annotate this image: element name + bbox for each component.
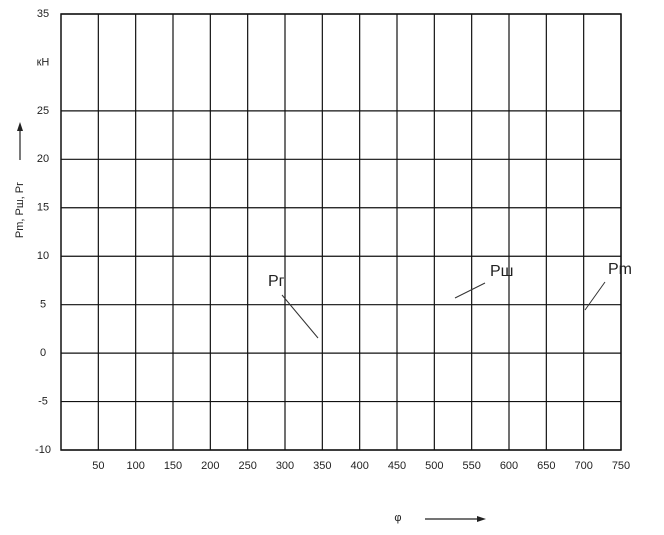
x-tick-label: 650 [537, 460, 555, 472]
x-tick-label: 400 [350, 460, 368, 472]
x-tick-label: 450 [388, 460, 406, 472]
x-axis-label: φ [394, 512, 401, 524]
x-tick-label: 300 [276, 460, 294, 472]
x-tick-label: 550 [462, 460, 480, 472]
y-tick-label: 10 [37, 250, 49, 262]
x-tick-label: 250 [238, 460, 256, 472]
x-tick-label: 600 [500, 460, 518, 472]
label-pointer [281, 294, 319, 339]
y-axis-label: Pm, Pш, Pг [14, 182, 26, 238]
y-unit: кН [37, 56, 50, 68]
y-tick-label: 0 [40, 347, 46, 359]
x-tick-label: 750 [612, 460, 630, 472]
label-pointer [584, 281, 606, 311]
x-tick-label: 50 [92, 460, 104, 472]
y-tick-label: 35 [37, 8, 49, 20]
x-tick-label: 500 [425, 460, 443, 472]
y-arrow-head [17, 122, 23, 131]
x-tick-label: 700 [574, 460, 592, 472]
y-tick-label: 5 [40, 299, 46, 311]
x-tick-label: 150 [164, 460, 182, 472]
y-tick-label: 25 [37, 105, 49, 117]
label-pointer [454, 282, 486, 299]
plot-frame [60, 13, 622, 451]
x-tick-label: 200 [201, 460, 219, 472]
series-label: Pш [490, 263, 514, 280]
y-tick-label: 20 [37, 153, 49, 165]
y-tick-label: 15 [37, 202, 49, 214]
x-arrow-head [477, 516, 486, 522]
series-label: Pm [608, 261, 632, 278]
x-tick-label: 350 [313, 460, 331, 472]
x-tick-label: 100 [126, 460, 144, 472]
series-label: Pг [268, 273, 285, 290]
y-tick-label: -5 [38, 395, 48, 407]
y-tick-label: -10 [35, 444, 51, 456]
